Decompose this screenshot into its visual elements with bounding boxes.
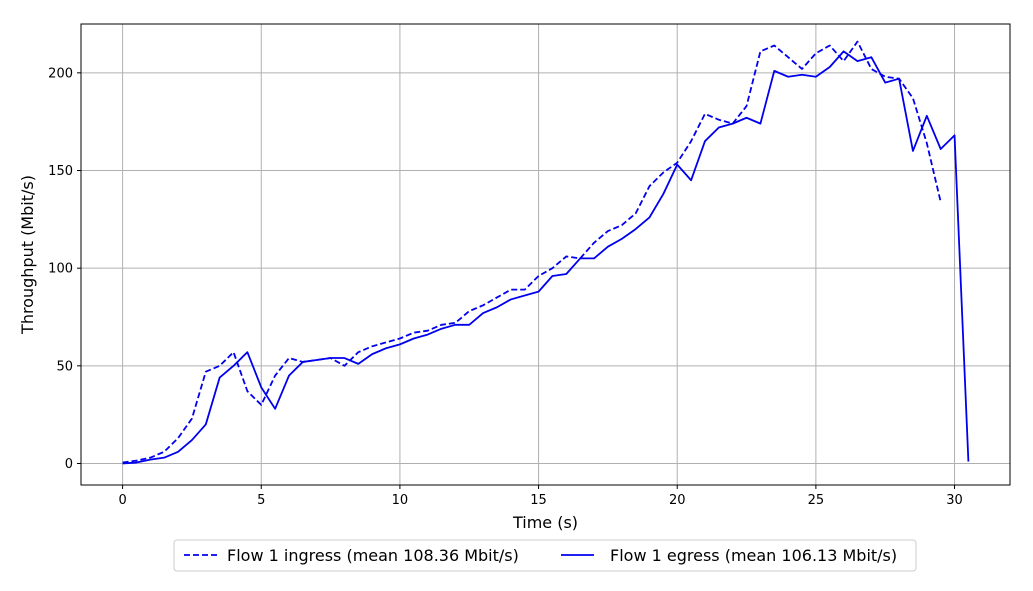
legend-box bbox=[173, 539, 917, 572]
x-tick-label: 0 bbox=[118, 493, 126, 508]
y-tick-label: 0 bbox=[65, 457, 73, 472]
x-axis-label: Time (s) bbox=[512, 513, 578, 532]
x-tick-label: 5 bbox=[257, 493, 265, 508]
x-tick-label: 20 bbox=[669, 493, 686, 508]
plot-frame bbox=[80, 23, 1011, 486]
y-axis-label: Throughput (Mbit/s) bbox=[18, 175, 37, 335]
y-tick-label: 50 bbox=[56, 359, 73, 374]
legend: Flow 1 ingress (mean 108.36 Mbit/s) Flow… bbox=[173, 539, 917, 572]
x-tick-label: 10 bbox=[392, 493, 409, 508]
x-tick-label: 30 bbox=[946, 493, 963, 508]
axis-ticks: 0 5 10 15 20 25 30 0 50 100 150 200 bbox=[48, 66, 963, 508]
legend-label-egress: Flow 1 egress (mean 106.13 Mbit/s) bbox=[610, 546, 897, 565]
series-lines bbox=[122, 40, 970, 465]
x-tick-label: 15 bbox=[530, 493, 547, 508]
y-tick-label: 150 bbox=[48, 164, 73, 179]
series-ingress-line bbox=[122, 40, 942, 464]
series-egress-line bbox=[122, 50, 970, 465]
y-tick-label: 200 bbox=[48, 66, 73, 81]
grid bbox=[81, 24, 1010, 485]
x-tick-label: 25 bbox=[808, 493, 825, 508]
y-tick-label: 100 bbox=[48, 262, 73, 277]
legend-label-ingress: Flow 1 ingress (mean 108.36 Mbit/s) bbox=[227, 546, 519, 565]
